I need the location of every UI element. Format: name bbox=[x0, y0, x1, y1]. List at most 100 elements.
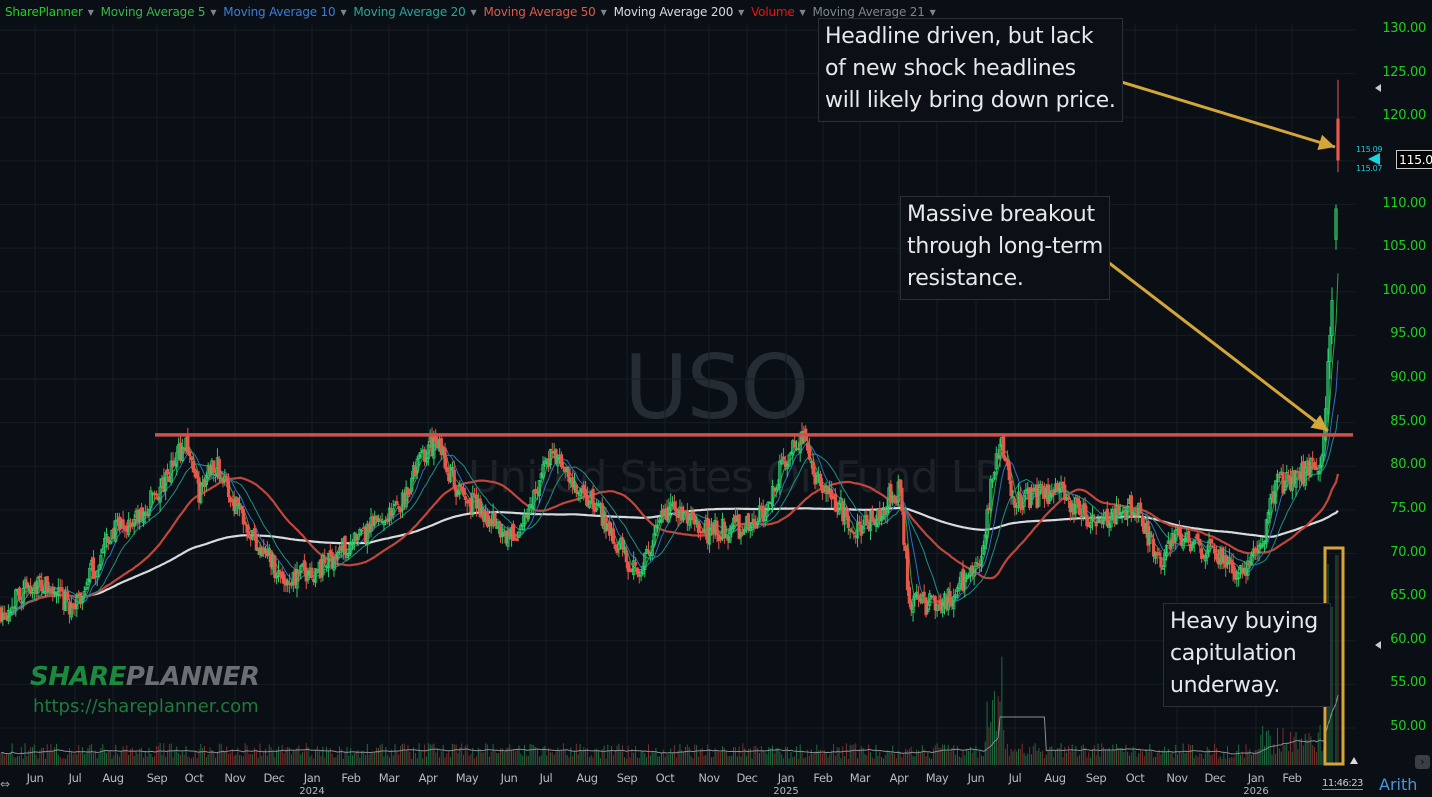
collapse-volume-icon[interactable] bbox=[1350, 757, 1358, 764]
legend-item-moving-average-5[interactable]: Moving Average 5 ▼ bbox=[101, 5, 219, 19]
shareplanner-logo: SHAREPLANNER bbox=[30, 662, 260, 692]
candle-body bbox=[928, 593, 932, 606]
candle-body bbox=[911, 598, 915, 613]
candle-body bbox=[319, 559, 323, 578]
candle-body bbox=[892, 495, 897, 503]
candle-body bbox=[950, 601, 954, 607]
scroll-right-button[interactable]: › bbox=[1415, 755, 1430, 769]
candle-body bbox=[180, 446, 184, 461]
price-tick-label: 55.00 bbox=[1390, 675, 1426, 691]
candle-body bbox=[854, 535, 858, 538]
candle-body bbox=[232, 498, 236, 512]
candle-body bbox=[273, 555, 277, 578]
candle-body bbox=[659, 510, 664, 523]
candle-body bbox=[1181, 538, 1185, 549]
candle-body bbox=[493, 512, 497, 527]
candle-body bbox=[933, 596, 937, 611]
candle-body bbox=[395, 501, 399, 505]
candle-body bbox=[1172, 534, 1176, 544]
dropdown-caret-icon[interactable]: ▼ bbox=[799, 7, 806, 17]
candle-body bbox=[1246, 560, 1250, 576]
legend-item-moving-average-21[interactable]: Moving Average 21 ▼ bbox=[813, 5, 938, 19]
candle-body bbox=[650, 545, 654, 557]
candle-body bbox=[456, 490, 460, 496]
candle-body bbox=[1198, 538, 1202, 546]
scale-mode-toggle[interactable]: Arith bbox=[1379, 775, 1418, 794]
time-tick-label: Feb bbox=[813, 771, 833, 785]
candle-body bbox=[482, 508, 486, 522]
candle-body bbox=[1238, 565, 1243, 571]
candle-body bbox=[1207, 540, 1211, 553]
candle-body bbox=[1163, 552, 1167, 568]
candle-body bbox=[1283, 488, 1287, 491]
dropdown-caret-icon[interactable]: ▼ bbox=[87, 7, 94, 17]
dropdown-caret-icon[interactable]: ▼ bbox=[210, 7, 217, 17]
logo-part-share: SHARE bbox=[30, 662, 126, 692]
candle-body bbox=[284, 579, 288, 586]
candle-body bbox=[1183, 538, 1187, 541]
dropdown-caret-icon[interactable]: ▼ bbox=[600, 7, 607, 17]
candle-body bbox=[1220, 547, 1224, 564]
candle-body bbox=[896, 481, 900, 503]
candle-body bbox=[312, 578, 316, 582]
candle-body bbox=[60, 587, 64, 590]
candle-body bbox=[539, 473, 543, 479]
legend-item-shareplanner[interactable]: SharePlanner ▼ bbox=[5, 5, 96, 19]
candle-body bbox=[1213, 548, 1217, 554]
annotation-headline[interactable]: Headline driven, but lack of new shock h… bbox=[818, 18, 1123, 122]
candle-body bbox=[302, 560, 307, 571]
time-tick-label: Sep bbox=[1085, 771, 1107, 785]
dropdown-caret-icon[interactable]: ▼ bbox=[929, 7, 936, 17]
time-tick-label: Dec bbox=[736, 771, 758, 785]
candle-body bbox=[448, 467, 453, 482]
dropdown-caret-icon[interactable]: ▼ bbox=[340, 7, 347, 17]
candle-body bbox=[600, 503, 604, 526]
candle-body bbox=[661, 508, 665, 517]
candle-body bbox=[243, 521, 247, 525]
candle-body bbox=[981, 545, 985, 555]
candle-body bbox=[1177, 527, 1182, 536]
candle-body bbox=[108, 541, 112, 545]
candle-body bbox=[909, 603, 913, 610]
candle-body bbox=[991, 480, 995, 483]
candle-body bbox=[66, 591, 70, 601]
candle-body bbox=[323, 557, 327, 564]
dropdown-caret-icon[interactable]: ▼ bbox=[470, 7, 477, 17]
candle-body bbox=[996, 455, 1000, 458]
candle-body bbox=[1105, 508, 1109, 527]
legend-item-volume[interactable]: Volume ▼ bbox=[751, 5, 807, 19]
candle-body bbox=[815, 472, 819, 483]
candle-body bbox=[158, 486, 162, 503]
candle-body bbox=[658, 519, 662, 523]
candle-body bbox=[1061, 481, 1065, 487]
candle-body bbox=[530, 506, 534, 509]
candle-body bbox=[1298, 471, 1302, 480]
candle-body bbox=[989, 478, 993, 511]
candle-body bbox=[818, 473, 823, 487]
candle-body bbox=[469, 497, 473, 513]
legend-item-moving-average-20[interactable]: Moving Average 20 ▼ bbox=[353, 5, 478, 19]
candle-body bbox=[426, 444, 430, 459]
candle-body bbox=[432, 439, 436, 459]
candle-body bbox=[954, 594, 958, 598]
candle-body bbox=[1151, 538, 1156, 557]
candle-body bbox=[1211, 545, 1215, 548]
dropdown-caret-icon[interactable]: ▼ bbox=[738, 7, 745, 17]
candle-body bbox=[559, 454, 564, 468]
legend-item-moving-average-50[interactable]: Moving Average 50 ▼ bbox=[483, 5, 608, 19]
candle-body bbox=[534, 488, 538, 494]
annotation-breakout[interactable]: Massive breakout through long-term resis… bbox=[900, 196, 1111, 300]
expand-arrows-icon[interactable]: ⇔ bbox=[0, 777, 11, 791]
candle-body bbox=[114, 520, 118, 542]
candle-body bbox=[741, 531, 745, 535]
legend-item-moving-average-200[interactable]: Moving Average 200 ▼ bbox=[614, 5, 747, 19]
legend-item-moving-average-10[interactable]: Moving Average 10 ▼ bbox=[223, 5, 348, 19]
candle-body bbox=[471, 492, 475, 515]
annotation-capitulation[interactable]: Heavy buying capitulation underway. bbox=[1163, 603, 1331, 707]
candle-body bbox=[143, 511, 147, 516]
candle-body bbox=[269, 550, 273, 568]
candle-body bbox=[228, 497, 232, 503]
candle-body bbox=[532, 490, 536, 509]
